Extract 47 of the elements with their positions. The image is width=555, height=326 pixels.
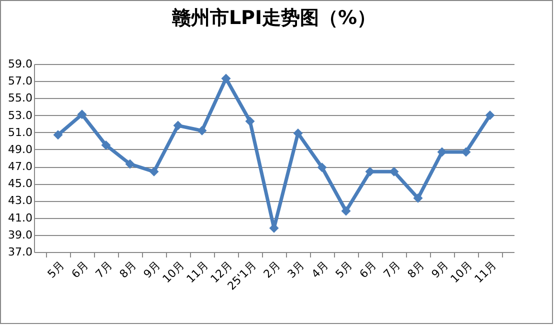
point [197,126,207,136]
point [317,162,327,172]
x-tick-label: 7月 [381,258,403,281]
x-tick-label: 5月 [333,258,355,281]
y-tick-label: 41.0 [8,211,32,224]
x-tick-label: 9月 [429,258,451,281]
chart-title: 赣州市LPI走势图（%） [170,7,376,29]
point [485,110,495,120]
x-tick-label: 7月 [93,258,115,281]
x-tick-label: 11月 [184,258,211,286]
point [437,147,447,157]
y-tick-label: 43.0 [8,194,32,208]
x-tick-label: 5月 [45,258,67,281]
point [365,166,375,176]
y-tick-label: 53.0 [8,108,32,122]
x-tick-label: 2月 [261,258,283,281]
x-tick-label: 3月 [285,258,307,281]
point [389,166,399,176]
y-tick-label: 37.0 [8,246,32,258]
point [173,120,183,130]
y-tick-label: 59.0 [8,58,32,70]
point [53,130,63,140]
point [245,116,255,126]
y-tick-label: 51.0 [8,126,32,139]
y-tick-label: 49.0 [8,142,32,156]
point [77,110,87,120]
point [413,193,423,203]
x-tick-label: 8月 [405,258,427,281]
point [125,159,135,169]
x-tick-label: 4月 [309,258,331,281]
y-tick-label: 57.0 [8,74,32,88]
y-tick-label: 55.0 [8,92,32,105]
point [341,206,351,216]
x-tick-label: 8月 [117,258,139,281]
x-tick-label: 10月 [448,258,475,286]
y-tick-label: 39.0 [8,228,32,242]
x-tick-label: 10月 [160,258,187,286]
y-tick-label: 45.0 [8,177,32,190]
point [461,147,471,157]
point [149,166,159,176]
x-tick-label: 11月 [472,258,499,286]
x-tick-label: 6月 [69,258,91,281]
x-tick-label: 9月 [141,258,163,281]
point [101,140,111,150]
x-tick-label: 6月 [357,258,379,281]
y-tick-label: 47.0 [8,160,32,174]
point [221,74,231,84]
